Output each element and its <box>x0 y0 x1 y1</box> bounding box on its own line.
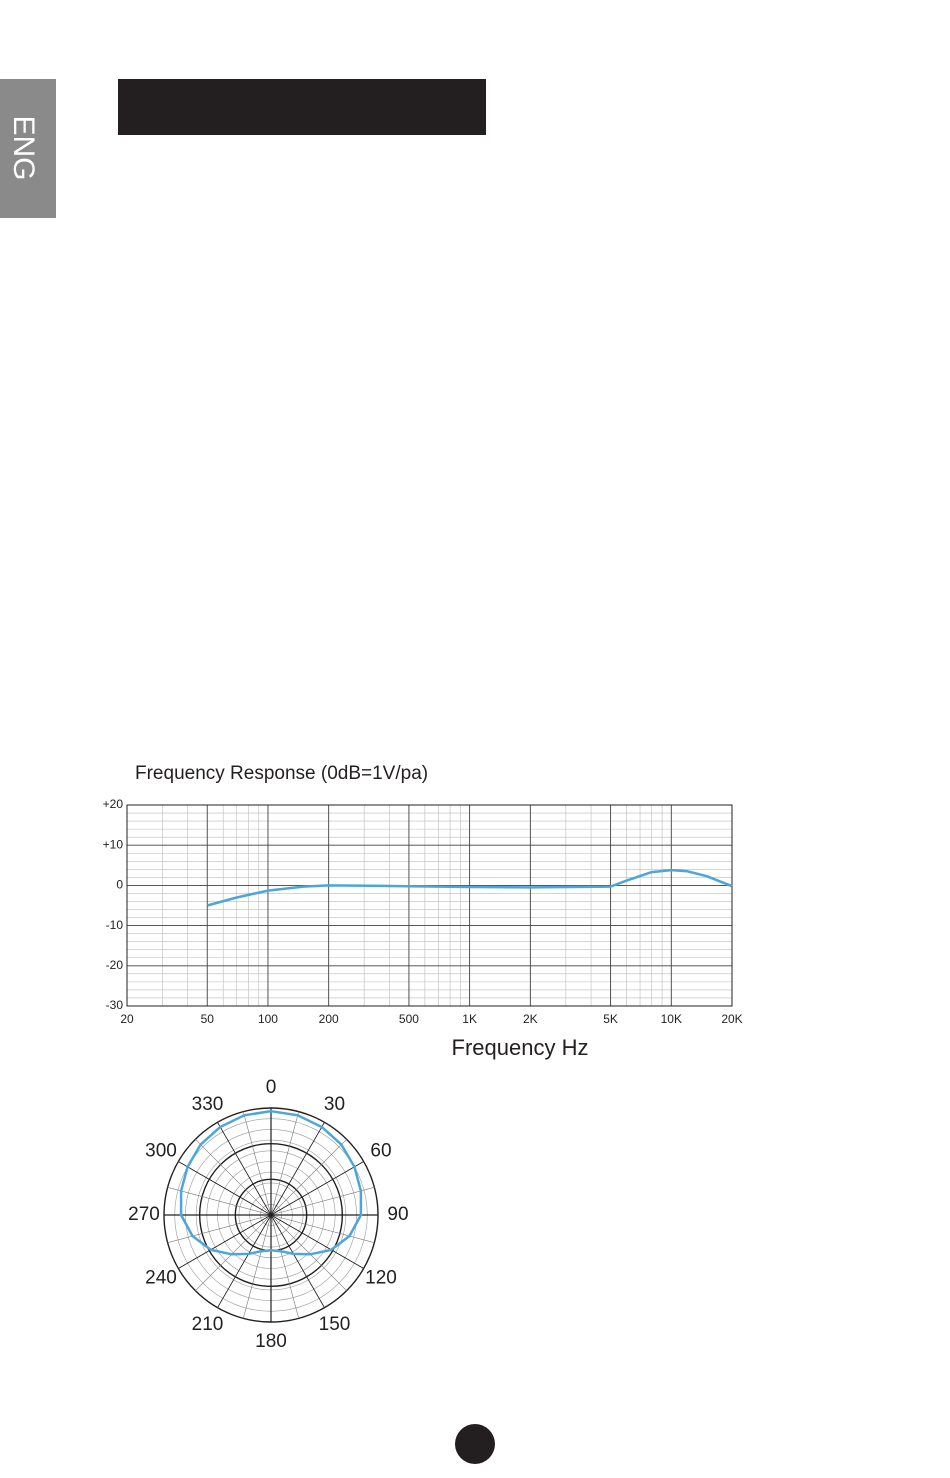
polar-spoke <box>195 1139 272 1216</box>
page-number-badge <box>455 1424 495 1464</box>
x-tick-label: 100 <box>258 1012 278 1026</box>
angle-tick <box>178 1214 272 1269</box>
y-tick-label: -20 <box>106 958 124 972</box>
polar-spoke <box>167 1187 272 1216</box>
y-tick-label: +10 <box>103 837 124 851</box>
plot-frame <box>126 804 733 1007</box>
angle-label: 150 <box>319 1314 351 1335</box>
y-tick-label: -10 <box>106 918 124 932</box>
x-axis-label: Frequency Hz <box>452 1035 589 1060</box>
angle-label: 330 <box>192 1094 224 1115</box>
polar-spoke <box>167 1214 272 1243</box>
x-tick-label: 10K <box>661 1012 682 1026</box>
angle-label: 240 <box>145 1268 177 1289</box>
x-tick-label: 50 <box>201 1012 215 1026</box>
polar-spoke <box>270 1111 299 1216</box>
x-tick-label: 1K <box>462 1012 477 1026</box>
angle-tick <box>178 1161 272 1216</box>
y-tick-label: +20 <box>103 797 124 811</box>
angle-label: 90 <box>387 1204 408 1225</box>
chart-title: Frequency Response (0dB=1V/pa) <box>135 763 428 784</box>
angle-tick <box>270 1161 364 1216</box>
x-tick-label: 5K <box>603 1012 618 1026</box>
angle-label: 180 <box>255 1331 287 1352</box>
y-tick-label: -30 <box>106 998 124 1012</box>
y-tick-label: 0 <box>116 878 123 892</box>
angle-label: 0 <box>266 1077 277 1098</box>
polar-spoke <box>195 1214 272 1291</box>
angle-tick <box>270 1122 325 1216</box>
x-tick-label: 20 <box>120 1012 134 1026</box>
angle-label: 30 <box>324 1094 345 1115</box>
polar-spoke <box>270 1214 347 1291</box>
response-line <box>206 868 733 907</box>
angle-label: 210 <box>192 1314 224 1335</box>
polar-spoke <box>270 1214 375 1243</box>
angle-label: 60 <box>370 1141 391 1162</box>
polar-spoke <box>270 1214 299 1319</box>
angle-label: 270 <box>128 1204 160 1225</box>
angle-tick <box>270 1214 364 1269</box>
x-tick-label: 500 <box>399 1012 419 1026</box>
side-tab <box>0 79 56 218</box>
header-bar <box>118 79 486 135</box>
angle-label: 120 <box>365 1268 397 1289</box>
polar-pattern <box>179 1109 363 1256</box>
polar-spoke <box>243 1111 272 1216</box>
polar-spoke <box>270 1187 375 1216</box>
side-tab-label: ENG <box>7 115 40 180</box>
angle-label: 300 <box>145 1141 177 1162</box>
x-tick-label: 2K <box>523 1012 538 1026</box>
angle-tick <box>270 1214 325 1308</box>
angle-tick <box>217 1214 272 1308</box>
polar-spoke <box>243 1214 272 1319</box>
x-tick-label: 200 <box>319 1012 339 1026</box>
angle-tick <box>217 1122 272 1216</box>
x-tick-label: 20K <box>721 1012 742 1026</box>
polar-spoke <box>270 1139 347 1216</box>
